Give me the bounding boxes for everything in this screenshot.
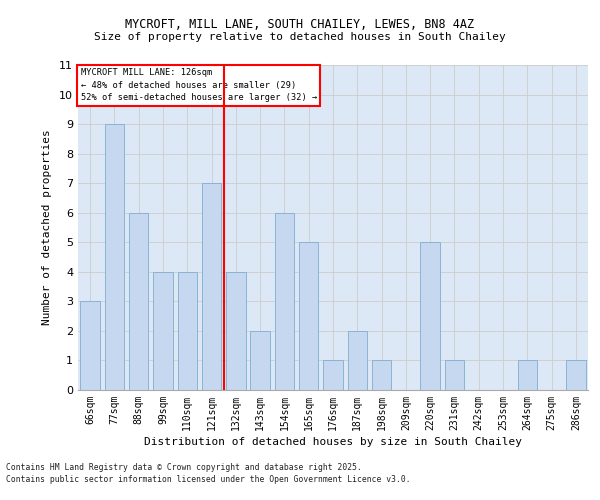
Bar — [566, 360, 586, 390]
Bar — [202, 183, 221, 390]
Bar — [372, 360, 391, 390]
Bar — [80, 302, 100, 390]
Bar — [518, 360, 537, 390]
Bar — [323, 360, 343, 390]
Bar — [299, 242, 319, 390]
Bar — [153, 272, 173, 390]
Bar — [129, 212, 148, 390]
Bar — [178, 272, 197, 390]
Bar — [275, 212, 294, 390]
Text: Contains public sector information licensed under the Open Government Licence v3: Contains public sector information licen… — [6, 475, 410, 484]
Bar — [226, 272, 245, 390]
Bar — [347, 331, 367, 390]
Y-axis label: Number of detached properties: Number of detached properties — [42, 130, 52, 326]
Bar — [421, 242, 440, 390]
Bar — [250, 331, 270, 390]
X-axis label: Distribution of detached houses by size in South Chailey: Distribution of detached houses by size … — [144, 437, 522, 447]
Bar — [445, 360, 464, 390]
Bar — [105, 124, 124, 390]
Text: MYCROFT, MILL LANE, SOUTH CHAILEY, LEWES, BN8 4AZ: MYCROFT, MILL LANE, SOUTH CHAILEY, LEWES… — [125, 18, 475, 30]
Text: Size of property relative to detached houses in South Chailey: Size of property relative to detached ho… — [94, 32, 506, 42]
Text: Contains HM Land Registry data © Crown copyright and database right 2025.: Contains HM Land Registry data © Crown c… — [6, 464, 362, 472]
Text: MYCROFT MILL LANE: 126sqm
← 48% of detached houses are smaller (29)
52% of semi-: MYCROFT MILL LANE: 126sqm ← 48% of detac… — [80, 68, 317, 102]
